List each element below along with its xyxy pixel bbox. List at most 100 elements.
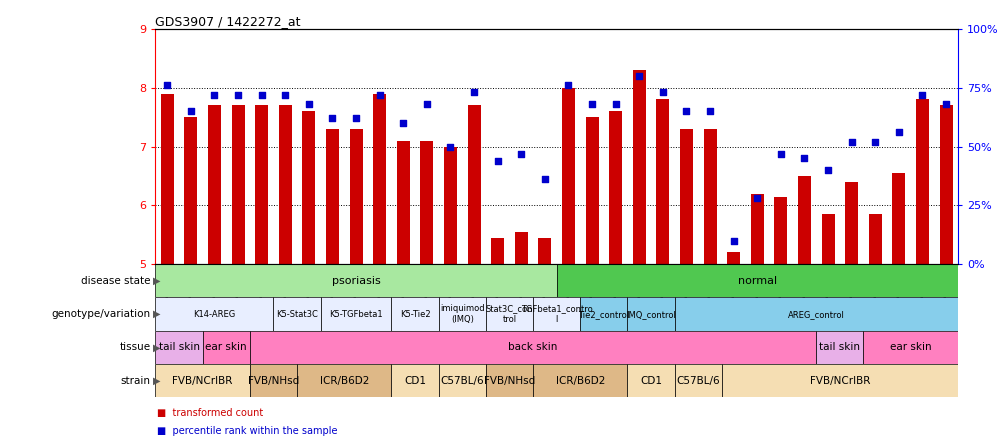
Point — [489, 157, 505, 164]
Bar — [420, 141, 433, 264]
Text: psoriasis: psoriasis — [332, 276, 380, 286]
Text: Stat3C_con
trol: Stat3C_con trol — [485, 305, 533, 324]
Text: ■  transformed count: ■ transformed count — [157, 408, 264, 418]
Bar — [249, 364, 297, 397]
Bar — [868, 214, 881, 264]
Bar — [845, 182, 858, 264]
Text: ▶: ▶ — [153, 309, 160, 319]
Bar — [302, 111, 315, 264]
Text: FVB/NCrIBR: FVB/NCrIBR — [809, 376, 869, 386]
Bar — [485, 364, 532, 397]
Bar — [798, 176, 811, 264]
Bar — [155, 364, 249, 397]
Text: ear skin: ear skin — [889, 342, 931, 353]
Point — [820, 166, 836, 174]
Text: disease state: disease state — [81, 276, 150, 286]
Bar — [561, 88, 574, 264]
Bar — [816, 331, 863, 364]
Point — [254, 91, 270, 98]
Point — [677, 108, 693, 115]
Text: tail skin: tail skin — [819, 342, 860, 353]
Text: ICR/B6D2: ICR/B6D2 — [320, 376, 369, 386]
Point — [748, 195, 765, 202]
Bar — [632, 70, 645, 264]
Bar — [939, 105, 952, 264]
Point — [159, 82, 175, 89]
Point — [937, 101, 953, 108]
Point — [630, 72, 646, 79]
Text: back skin: back skin — [508, 342, 557, 353]
Bar — [321, 297, 391, 331]
Point — [796, 155, 812, 162]
Bar — [627, 364, 674, 397]
Point — [890, 129, 906, 136]
Text: K5-TGFbeta1: K5-TGFbeta1 — [329, 309, 383, 319]
Bar — [326, 129, 339, 264]
Point — [773, 150, 789, 157]
Point — [182, 108, 198, 115]
Text: GDS3907 / 1422272_at: GDS3907 / 1422272_at — [155, 15, 301, 28]
Text: Tie2_control: Tie2_control — [578, 309, 629, 319]
Text: genotype/variation: genotype/variation — [51, 309, 150, 319]
Point — [867, 138, 883, 145]
Text: tissue: tissue — [119, 342, 150, 353]
Text: strain: strain — [120, 376, 150, 386]
Point — [348, 115, 364, 122]
Bar — [532, 364, 627, 397]
Bar — [397, 141, 410, 264]
Bar — [444, 147, 457, 264]
Bar — [184, 117, 197, 264]
Text: AREG_control: AREG_control — [787, 309, 844, 319]
Bar — [892, 173, 905, 264]
Bar — [721, 364, 957, 397]
Bar — [279, 105, 292, 264]
Bar — [438, 364, 485, 397]
Point — [536, 176, 552, 183]
Point — [395, 119, 411, 127]
Bar — [373, 94, 386, 264]
Point — [560, 82, 576, 89]
Bar — [556, 264, 957, 297]
Text: imiquimod
(IMQ): imiquimod (IMQ) — [440, 305, 484, 324]
Bar — [207, 105, 220, 264]
Bar — [726, 252, 739, 264]
Bar — [532, 297, 580, 331]
Text: FVB/NHsd: FVB/NHsd — [247, 376, 299, 386]
Text: ▶: ▶ — [153, 342, 160, 353]
Bar — [538, 238, 551, 264]
Bar — [750, 194, 763, 264]
Bar — [249, 331, 816, 364]
Text: ▶: ▶ — [153, 276, 160, 286]
Bar — [231, 105, 244, 264]
Point — [206, 91, 222, 98]
Point — [843, 138, 859, 145]
Point — [277, 91, 293, 98]
Point — [654, 89, 670, 96]
Bar — [674, 297, 957, 331]
Bar — [467, 105, 480, 264]
Text: C57BL/6: C57BL/6 — [675, 376, 719, 386]
Bar — [608, 111, 621, 264]
Bar — [774, 197, 787, 264]
Text: ■  percentile rank within the sample: ■ percentile rank within the sample — [157, 426, 338, 436]
Text: ▶: ▶ — [153, 376, 160, 386]
Point — [466, 89, 482, 96]
Bar — [821, 214, 834, 264]
Point — [914, 91, 930, 98]
Bar — [627, 297, 674, 331]
Point — [324, 115, 340, 122]
Text: FVB/NHsd: FVB/NHsd — [483, 376, 534, 386]
Text: C57BL/6: C57BL/6 — [440, 376, 484, 386]
Bar — [655, 99, 668, 264]
Bar — [585, 117, 598, 264]
Text: tail skin: tail skin — [158, 342, 199, 353]
Bar — [514, 232, 527, 264]
Point — [583, 101, 599, 108]
Bar — [485, 297, 532, 331]
Bar — [391, 297, 438, 331]
Point — [372, 91, 388, 98]
Bar — [160, 94, 173, 264]
Text: TGFbeta1_contro
l: TGFbeta1_contro l — [520, 305, 592, 324]
Bar — [350, 129, 362, 264]
Text: ICR/B6D2: ICR/B6D2 — [555, 376, 604, 386]
